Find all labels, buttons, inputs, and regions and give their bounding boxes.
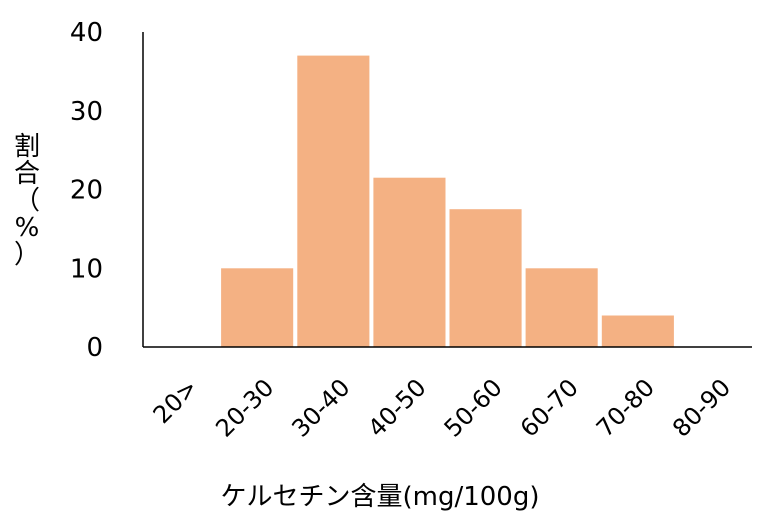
x-tick-label: 30-40 [286, 373, 355, 442]
y-axis-title-char: ） [14, 240, 40, 270]
y-axis-title-char: 割 [14, 132, 40, 162]
x-axis-title: ケルセチン含量(mg/100g) [220, 482, 539, 512]
bar-20-30 [221, 268, 294, 348]
x-tick-labels: 20> 20-30 30-40 40-50 50-60 60-70 70-80 80-90 [148, 373, 736, 442]
y-axis-title-char: 合 [14, 159, 40, 189]
y-tick-label: 0 [86, 333, 103, 363]
y-tick-label: 30 [70, 97, 103, 127]
x-tick-label: 50-60 [439, 373, 508, 442]
x-tick-label: 60-70 [515, 373, 584, 442]
bar-60-70 [525, 268, 598, 348]
y-axis-title-char: % [15, 213, 40, 243]
y-tick-label: 20 [70, 176, 103, 206]
y-tick-label: 10 [70, 254, 103, 284]
y-axis-title: 割合（%） [14, 132, 40, 270]
x-tick-label: 20> [148, 373, 204, 429]
bars-group [221, 55, 674, 348]
x-tick-label: 80-90 [667, 373, 736, 442]
x-tick-label: 20-30 [210, 373, 279, 442]
bar-50-60 [449, 209, 522, 347]
bar-30-40 [297, 55, 370, 347]
bar-70-80 [601, 315, 674, 347]
bar-40-50 [373, 177, 446, 347]
y-tick-label: 40 [70, 18, 103, 48]
y-axis-title-char: （ [14, 186, 40, 216]
y-tick-labels: 0 10 20 30 40 [70, 18, 103, 363]
x-tick-label: 70-80 [591, 373, 660, 442]
x-tick-label: 40-50 [363, 373, 432, 442]
